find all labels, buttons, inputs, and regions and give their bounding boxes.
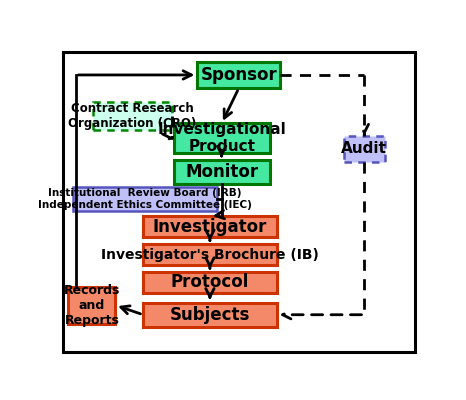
FancyBboxPatch shape	[143, 244, 277, 265]
Text: Investigational
Product: Investigational Product	[158, 122, 286, 154]
Text: Institutional  Review Board (IRB)
Independent Ethics Committee (IEC): Institutional Review Board (IRB) Indepen…	[38, 188, 252, 210]
FancyBboxPatch shape	[197, 62, 281, 88]
FancyBboxPatch shape	[69, 287, 115, 324]
Text: Protocol: Protocol	[171, 273, 249, 291]
Text: Contract Research
Organization (CRO): Contract Research Organization (CRO)	[68, 102, 196, 130]
Text: Investigator's Brochure (IB): Investigator's Brochure (IB)	[101, 248, 319, 262]
FancyBboxPatch shape	[143, 303, 277, 327]
FancyBboxPatch shape	[143, 216, 277, 238]
Text: Sponsor: Sponsor	[200, 66, 277, 84]
Text: Audit: Audit	[342, 141, 387, 156]
Text: Subjects: Subjects	[170, 306, 250, 324]
FancyBboxPatch shape	[73, 186, 217, 211]
FancyBboxPatch shape	[93, 102, 172, 130]
Text: Investigator: Investigator	[153, 218, 267, 236]
FancyBboxPatch shape	[174, 160, 269, 184]
FancyBboxPatch shape	[62, 52, 415, 352]
FancyBboxPatch shape	[143, 272, 277, 293]
FancyBboxPatch shape	[174, 124, 269, 153]
Text: Records
and
Reports: Records and Reports	[64, 284, 120, 327]
FancyBboxPatch shape	[343, 136, 385, 162]
Text: Monitor: Monitor	[185, 163, 258, 181]
